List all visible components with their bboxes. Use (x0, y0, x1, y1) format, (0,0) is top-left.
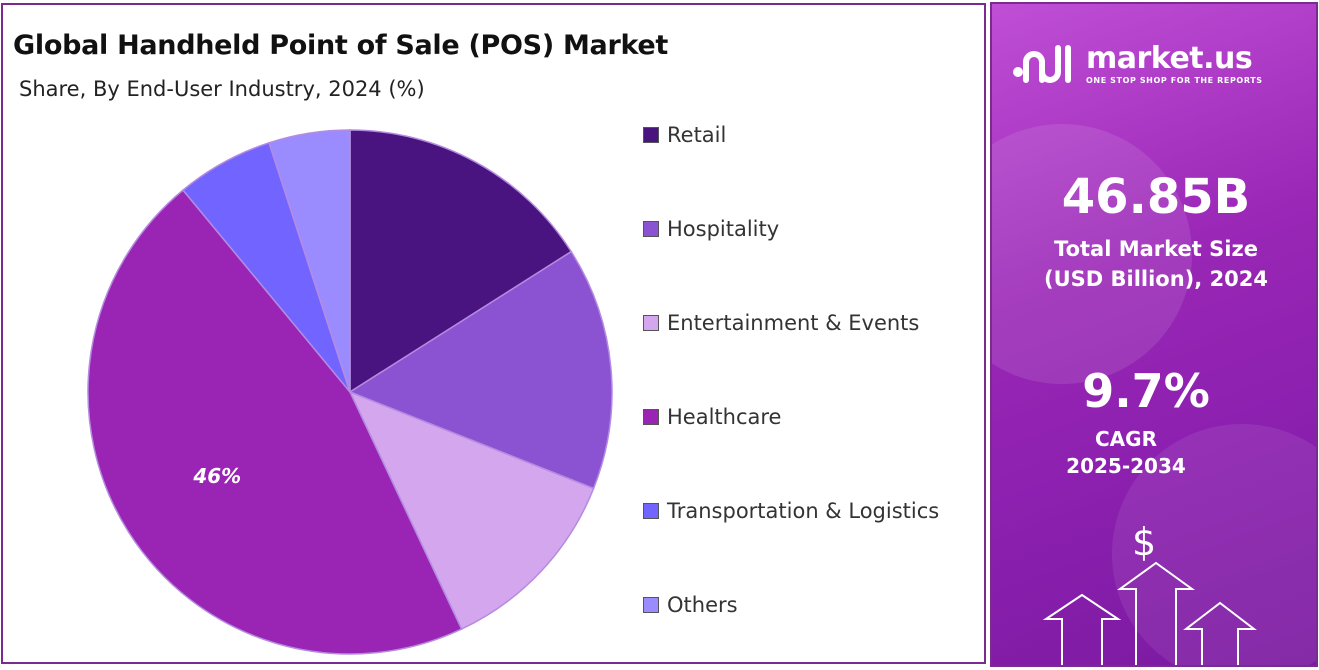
slice-data-label: 46% (192, 464, 241, 488)
cagr-value: 9.7% (1082, 364, 1210, 418)
pie-slice-healthcare (87, 189, 463, 655)
legend-swatch (643, 315, 659, 331)
pie-slice-retail (349, 129, 573, 394)
legend-item: Hospitality (643, 214, 779, 244)
brand-logo: market.us ONE STOP SHOP FOR THE REPORTS (1012, 42, 1263, 86)
cagr-label: CAGR (1095, 427, 1157, 451)
background-glow (992, 124, 1192, 384)
chart-panel: Global Handheld Point of Sale (POS) Mark… (1, 3, 986, 664)
pie-slice-entertainment-events (348, 390, 595, 631)
legend-label: Entertainment & Events (667, 311, 920, 335)
market-us-logo-icon (1013, 45, 1071, 83)
legend-item: Entertainment & Events (643, 308, 919, 338)
brand-tagline: ONE STOP SHOP FOR THE REPORTS (1086, 75, 1263, 85)
legend-swatch (643, 127, 659, 143)
cagr-period: 2025-2034 (1066, 454, 1186, 478)
pie-chart: 46% (87, 129, 613, 655)
pie-slice-hospitality (348, 250, 613, 490)
market-size-label-year: (USD Billion), 2024 (1043, 267, 1269, 291)
legend-label: Others (667, 593, 738, 617)
legend-label: Transportation & Logistics (667, 499, 940, 523)
market-size-label: Total Market Size (1054, 237, 1258, 261)
summary-panel: market.us ONE STOP SHOP FOR THE REPORTS … (990, 2, 1318, 667)
legend-label: Hospitality (667, 217, 780, 241)
legend-swatch (643, 597, 659, 613)
up-arrow-icon (1042, 561, 1257, 665)
legend-swatch (643, 503, 659, 519)
legend-item: Transportation & Logistics (643, 496, 939, 526)
legend-swatch (643, 221, 659, 237)
chart-title: Global Handheld Point of Sale (POS) Mark… (13, 30, 669, 61)
dollar-icon: $ (1132, 520, 1157, 564)
chart-subtitle: Share, By End-User Industry, 2024 (%) (19, 77, 425, 101)
legend-swatch (643, 409, 659, 425)
legend-item: Retail (643, 120, 726, 150)
legend-item: Healthcare (643, 402, 781, 432)
legend-item: Others (643, 590, 738, 620)
pie-slice-others (268, 129, 351, 393)
legend-label: Healthcare (667, 405, 782, 429)
legend-label: Retail (667, 123, 727, 147)
market-size-value: 46.85B (1061, 169, 1251, 225)
brand-name: market.us (1086, 40, 1253, 76)
